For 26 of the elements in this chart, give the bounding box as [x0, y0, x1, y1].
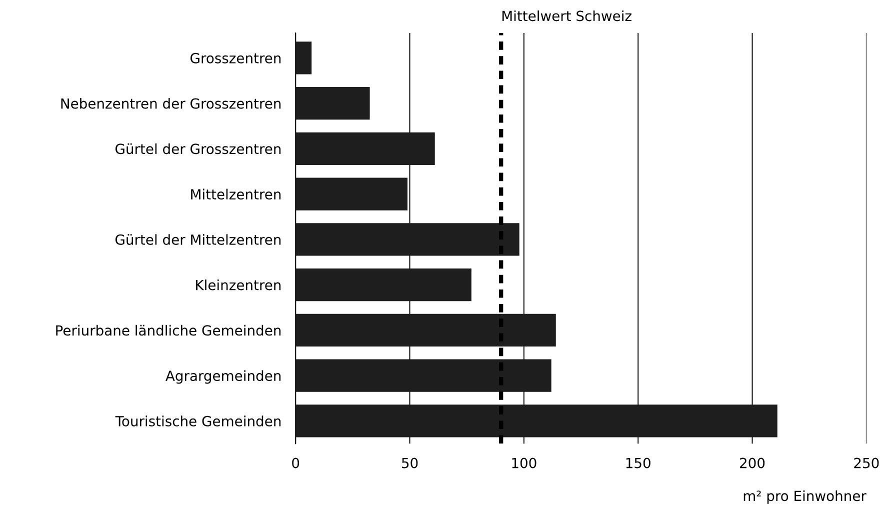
bar: [296, 86, 370, 120]
y-tick-label: Mittelzentren: [191, 188, 281, 200]
bar: [296, 178, 408, 210]
x-tick-label: 150: [626, 458, 650, 468]
x-tick-label: 0: [292, 458, 300, 468]
bar: [296, 268, 472, 302]
y-tick-label: Periurbane ländliche Gemeinden: [56, 324, 281, 336]
y-tick-label: Touristische Gemeinden: [115, 416, 281, 426]
y-tick-label: Nebenzentren der Grosszentren: [61, 98, 281, 109]
x-tick-label: 50: [402, 458, 418, 468]
bar: [296, 359, 552, 392]
bar: [296, 314, 556, 347]
y-tick-label: Grosszentren: [190, 52, 281, 64]
x-tick-label: 250: [854, 458, 879, 468]
x-tick-label: 200: [740, 458, 765, 468]
y-tick-label: Gürtel der Grosszentren: [116, 143, 281, 154]
y-tick-label: Kleinzentren: [196, 280, 281, 290]
bar: [296, 42, 312, 74]
bar: [296, 223, 520, 256]
bar: [296, 132, 435, 166]
y-tick-label: Agrargemeinden: [166, 370, 281, 384]
bar: [296, 404, 778, 438]
y-tick-label: Gürtel der Mittelzentren: [115, 234, 281, 245]
x-axis-title: m² pro Einwohner: [744, 490, 866, 504]
ref-line-label: Mittelwert Schweiz: [502, 10, 632, 22]
x-tick-label: 100: [512, 458, 536, 468]
